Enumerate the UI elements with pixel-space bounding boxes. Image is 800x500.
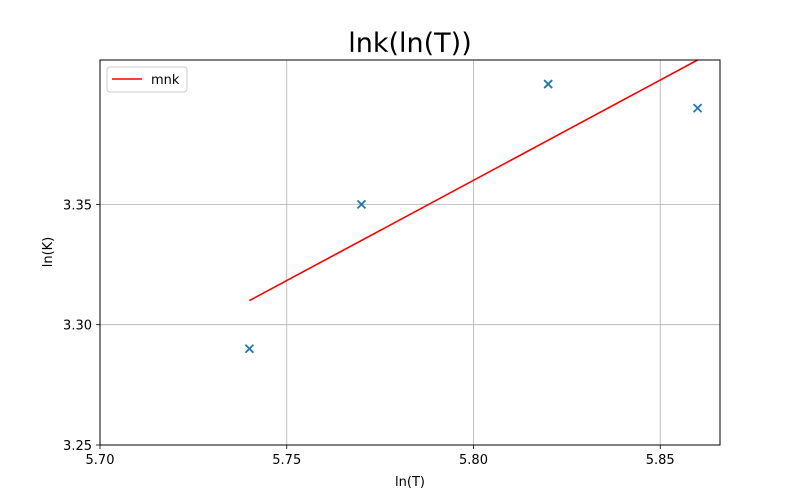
x-axis-label: ln(T) (395, 475, 425, 490)
data-point-marker (692, 103, 703, 113)
y-tick-label: 3.30 (63, 319, 92, 334)
x-tick-label: 5.70 (86, 453, 115, 468)
y-axis-label: ln(K) (41, 237, 56, 268)
x-tick-label: 5.85 (646, 453, 675, 468)
chart-title: lnk(ln(T)) (348, 28, 472, 59)
fit-line (249, 59, 698, 302)
data-point-marker (356, 199, 367, 210)
plot-data (244, 59, 703, 354)
y-tick-label: 3.35 (63, 198, 92, 213)
plot-frame (99, 59, 721, 446)
data-point-marker (543, 79, 553, 89)
x-tick-label: 5.75 (272, 453, 301, 468)
legend-label-mnk: mnk (151, 73, 180, 88)
data-point-marker (244, 344, 255, 354)
axis-ticks: 5.70 5.75 5.80 5.85 3.25 3.30 3.35 (63, 198, 675, 468)
legend: mnk (106, 66, 188, 93)
x-tick-label: 5.80 (459, 453, 488, 468)
legend-box (106, 66, 188, 93)
y-tick-label: 3.25 (63, 439, 92, 454)
